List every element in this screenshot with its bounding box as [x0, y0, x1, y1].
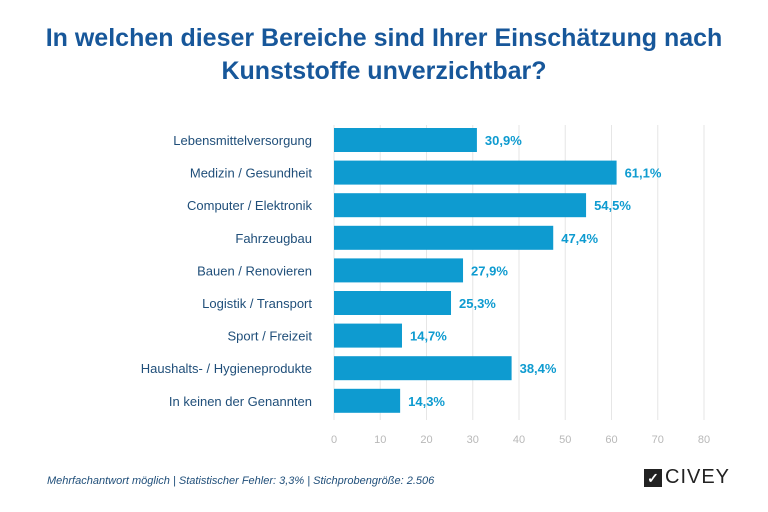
category-label: Fahrzeugbau — [235, 231, 312, 246]
category-label: Sport / Freizeit — [227, 329, 312, 344]
value-label: 54,5% — [594, 198, 631, 213]
category-label: Lebensmittelversorgung — [173, 133, 312, 148]
x-tick-label: 0 — [331, 434, 337, 446]
category-label: In keinen der Genannten — [169, 394, 312, 409]
x-tick-label: 30 — [467, 434, 479, 446]
value-label: 38,4% — [520, 361, 557, 376]
bar — [334, 356, 512, 381]
bar — [334, 160, 617, 185]
category-label: Medizin / Gesundheit — [190, 166, 313, 181]
category-label: Computer / Elektronik — [187, 198, 312, 213]
chart-title: In welchen dieser Bereiche sind Ihrer Ei… — [0, 22, 768, 88]
logo-text: CIVEY — [665, 466, 731, 488]
value-label: 61,1% — [625, 166, 662, 181]
title-line-1: In welchen dieser Bereiche sind Ihrer Ei… — [45, 24, 723, 52]
x-tick-label: 20 — [420, 434, 432, 446]
bar — [334, 128, 477, 152]
civey-logo: ✓ CIVEY — [644, 466, 730, 489]
x-tick-label: 10 — [374, 434, 386, 446]
bar — [334, 193, 587, 218]
bar — [334, 225, 554, 250]
x-tick-label: 40 — [513, 434, 525, 446]
x-tick-label: 50 — [559, 434, 571, 446]
footer-note: Mehrfachantwort möglich | Statistischer … — [47, 475, 435, 487]
bar — [334, 388, 401, 413]
category-label: Logistik / Transport — [202, 296, 312, 311]
x-tick-label: 80 — [698, 434, 710, 446]
x-tick-label: 70 — [652, 434, 664, 446]
x-tick-label: 60 — [605, 434, 617, 446]
bar — [334, 323, 402, 348]
value-label: 47,4% — [561, 231, 598, 246]
value-label: 14,7% — [410, 329, 447, 344]
value-label: 14,3% — [408, 394, 445, 409]
civey-logo-icon: ✓ — [644, 468, 662, 487]
title-line-2: Kunststoffe unverzichtbar? — [221, 57, 547, 85]
category-label: Bauen / Renovieren — [197, 263, 312, 278]
value-label: 25,3% — [459, 296, 496, 311]
value-label: 27,9% — [471, 263, 508, 278]
bar — [334, 291, 452, 315]
bar — [334, 258, 464, 283]
value-label: 30,9% — [485, 133, 522, 148]
category-label: Haushalts- / Hygieneprodukte — [141, 361, 312, 376]
